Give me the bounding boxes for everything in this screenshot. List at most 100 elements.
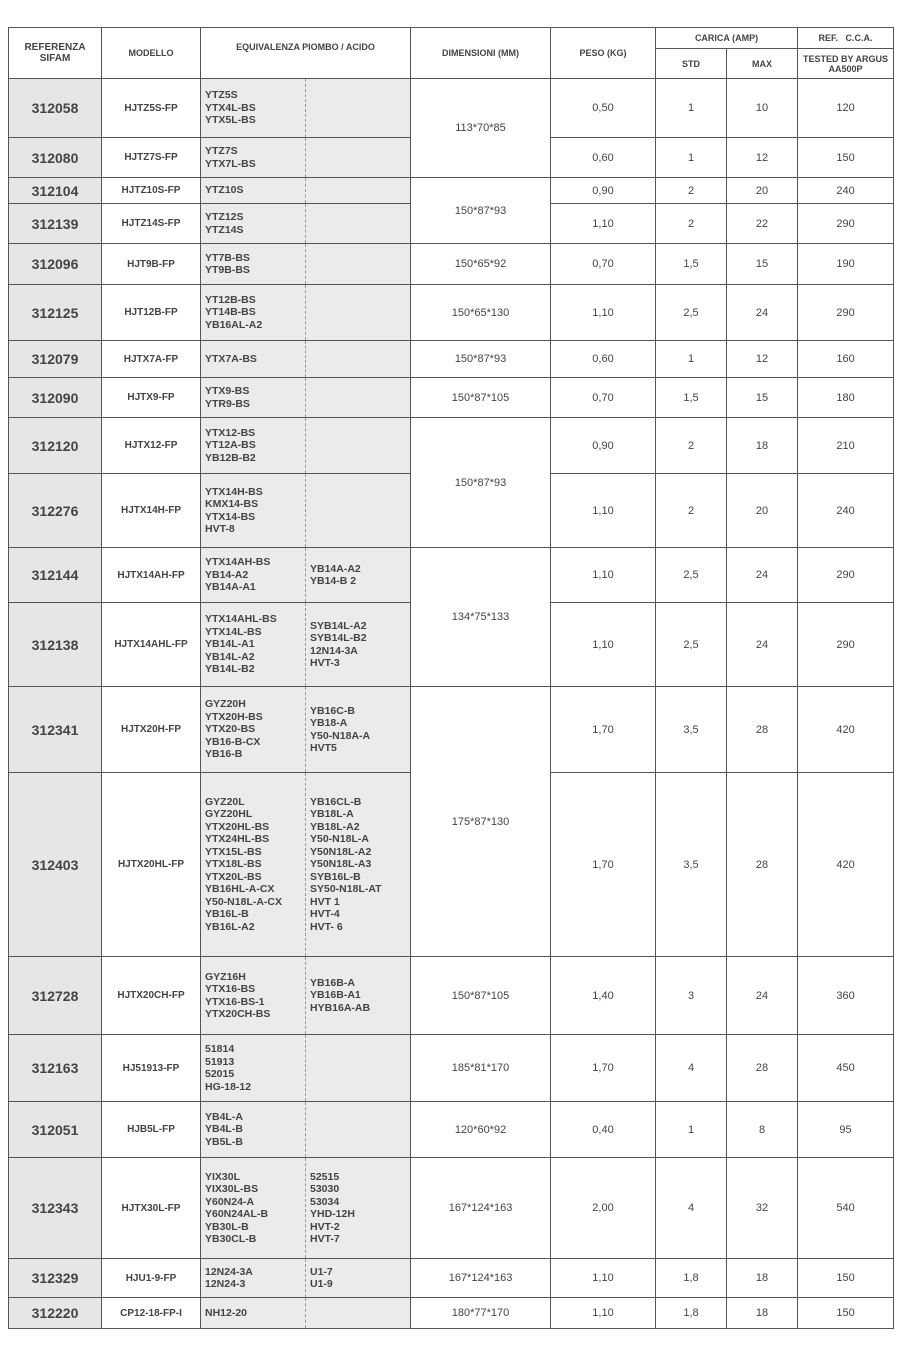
equivalence-list: [304, 473, 412, 548]
cca-value: 180: [797, 377, 895, 418]
weight-kg: 1,10: [550, 203, 657, 244]
equivalent-model: YT12B-BS: [205, 293, 256, 306]
equivalent-model: YTX14L-BS: [205, 625, 262, 638]
equivalent-model: YB18L-A: [310, 808, 354, 821]
reference-code: 312163: [8, 1034, 102, 1102]
equivalent-model: GYZ20L: [205, 795, 245, 808]
equivalent-model: YB14L-A2: [205, 650, 255, 663]
equivalent-model: YTX20L-BS: [205, 870, 262, 883]
charge-max: 28: [726, 1034, 799, 1102]
charge-max: 24: [726, 547, 799, 603]
cca-value: 290: [797, 203, 895, 244]
dimensions: 120*60*92: [410, 1101, 552, 1158]
equivalent-model: YB12B-B2: [205, 451, 256, 464]
equivalence-list: YTZ7S YTX7L-BS: [200, 137, 306, 178]
cca-value: 290: [797, 602, 895, 687]
equivalent-model: 12N14-3A: [310, 644, 358, 657]
equivalent-model: SYB14L-B2: [310, 632, 367, 644]
equivalent-model: U1-7: [310, 1265, 333, 1278]
model-name: HJTX9-FP: [101, 377, 201, 418]
equivalent-model: GYZ20HL: [205, 808, 253, 821]
equivalent-model: Y60N24-A: [205, 1195, 255, 1208]
equivalence-list: NH12-20: [200, 1297, 306, 1329]
equivalence-list: 51814 51913 52015 HG-18-12: [200, 1034, 306, 1102]
equivalent-model: YB30CL-B: [205, 1233, 257, 1245]
table-row: 312139 HJTZ14S-FP YTZ12S YTZ14S 1,10 2 22 290: [8, 203, 895, 244]
charge-std: 1: [655, 1101, 728, 1158]
equivalent-model: HVT-8: [205, 523, 235, 535]
weight-kg: 0,50: [550, 78, 657, 138]
equivalent-model: Y50N18L-A2: [310, 845, 372, 858]
weight-kg: 0,40: [550, 1101, 657, 1158]
equivalence-list: YT12B-BS YT14B-BS YB16AL-A2: [200, 284, 306, 341]
reference-code: 312329: [8, 1258, 102, 1298]
cca-value: 150: [797, 1297, 895, 1329]
equivalent-model: YTX20H-BS: [205, 710, 263, 723]
table-row: 312329 HJU1-9-FP 12N24-3A 12N24-3 U1-7 U1-9 16…: [8, 1258, 895, 1298]
charge-std: 1,5: [655, 377, 728, 418]
table-row: 312163 HJ51913-FP 51814 51913 52015 HG-18-12 1…: [8, 1034, 895, 1102]
charge-max: 18: [726, 417, 799, 474]
equivalent-model: YTX20HL-BS: [205, 820, 270, 833]
model-name: HJU1-9-FP: [101, 1258, 201, 1298]
equivalent-model: YB14-B 2: [310, 575, 357, 587]
equivalent-model: YTX7A-BS: [205, 352, 257, 365]
reference-code: 312104: [8, 177, 102, 204]
cca-value: 420: [797, 772, 895, 957]
charge-max: 20: [726, 473, 799, 548]
equivalent-model: GYZ16H: [205, 970, 246, 983]
reference-code: 312728: [8, 956, 102, 1035]
reference-code: 312343: [8, 1157, 102, 1259]
equivalent-model: YTX9-BS: [205, 385, 250, 397]
equivalent-model: YTX20CH-BS: [205, 1008, 271, 1020]
equivalence-list: SYB14L-A2 SYB14L-B2 12N14-3A HVT-3: [304, 602, 412, 687]
equivalent-model: YTZ5S: [205, 89, 238, 102]
charge-max: 28: [726, 772, 799, 957]
table-row: 312144 HJTX14AH-FP YTX14AH-BS YB14-A2 YB14A-…: [8, 547, 895, 687]
model-name: HJ51913-FP: [101, 1034, 201, 1102]
equivalent-model: U1-9: [310, 1278, 333, 1290]
weight-kg: 1,10: [550, 473, 657, 548]
equivalent-model: 12N24-3A: [205, 1265, 253, 1278]
cca-value: 360: [797, 956, 895, 1035]
equivalence-list: YT7B-BS YT9B-BS: [200, 243, 306, 285]
cca-value: 95: [797, 1101, 895, 1158]
equivalent-model: HVT 1: [310, 895, 340, 908]
weight-kg: 1,70: [550, 772, 657, 957]
equivalent-model: YB14-A2: [205, 568, 249, 581]
equivalent-model: YB16B-A1: [310, 989, 361, 1002]
equivalent-model: YB16-B-CX: [205, 735, 261, 748]
header-std: STD: [655, 48, 728, 79]
weight-kg: 0,60: [550, 340, 657, 378]
model-name: HJB5L-FP: [101, 1101, 201, 1158]
charge-std: 2: [655, 417, 728, 474]
equivalent-model: Y50-N18L-A: [310, 833, 369, 846]
equivalent-model: YB5L-B: [205, 1135, 243, 1148]
cca-value: 150: [797, 137, 895, 178]
header-carica: CARICA (AMP): [655, 27, 799, 49]
equivalent-model: HVT-3: [310, 657, 340, 669]
equivalent-model: YB14A-A2: [310, 562, 361, 575]
model-name: HJTX30L-FP: [101, 1157, 201, 1259]
model-name: HJT12B-FP: [101, 284, 201, 341]
header-cca-sub: TESTED BY ARGUS AA500P: [797, 48, 895, 79]
equivalent-model: YTX4L-BS: [205, 101, 256, 114]
table-row: 312276 HJTX14H-FP YTX14H-BS KMX14-BS YTX14-B…: [8, 473, 895, 548]
charge-max: 24: [726, 956, 799, 1035]
reference-code: 312403: [8, 772, 102, 957]
cca-value: 160: [797, 340, 895, 378]
weight-kg: 0,60: [550, 137, 657, 178]
equivalent-model: YT7B-BS: [205, 251, 250, 264]
header-max: MAX: [726, 48, 799, 79]
equivalent-model: YB18L-A2: [310, 820, 360, 833]
equivalent-model: YTX16-BS-1: [205, 995, 265, 1008]
charge-max: 8: [726, 1101, 799, 1158]
equivalence-list: YTX14H-BS KMX14-BS YTX14-BS HVT-8: [200, 473, 306, 548]
cca-value: 450: [797, 1034, 895, 1102]
cca-value: 240: [797, 473, 895, 548]
equivalence-list: YTX14AHL-BS YTX14L-BS YB14L-A1 YB14L-A2 YB14…: [200, 602, 306, 687]
equivalent-model: 51913: [205, 1055, 235, 1068]
equivalent-model: 12N24-3: [205, 1278, 246, 1290]
equivalence-list: GYZ16H YTX16-BS YTX16-BS-1 YTX20CH-BS: [200, 956, 306, 1035]
reference-code: 312139: [8, 203, 102, 244]
